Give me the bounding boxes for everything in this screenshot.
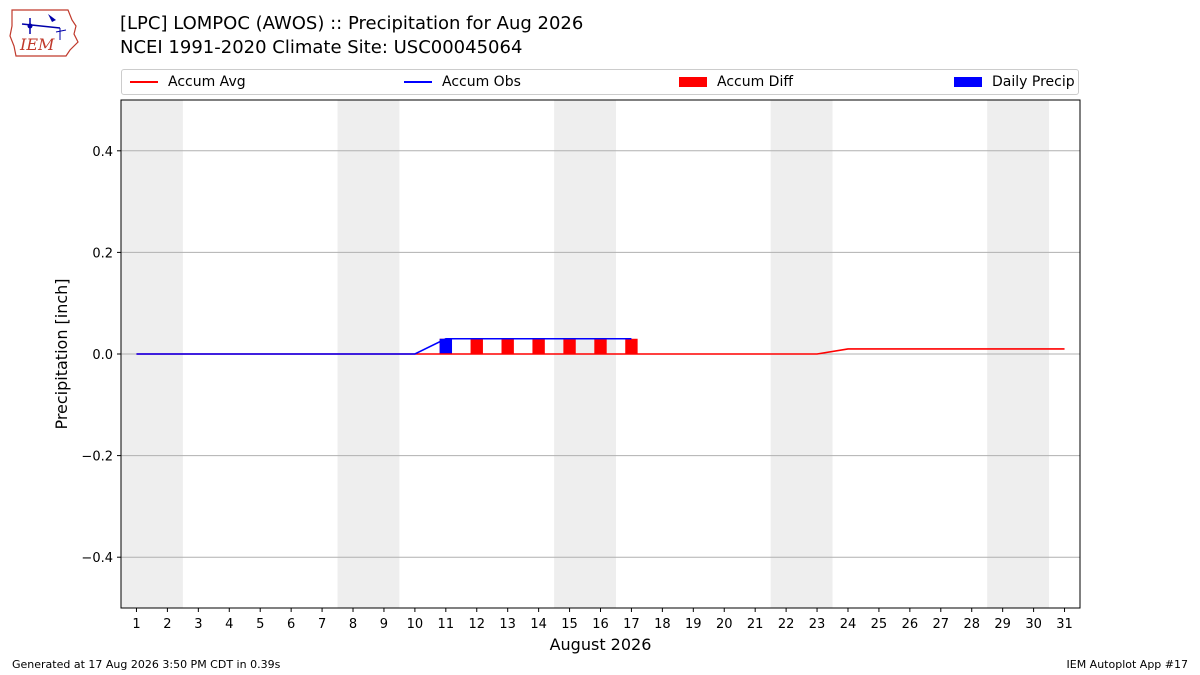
accum-diff-bar: [470, 338, 483, 354]
chart-subtitle: NCEI 1991-2020 Climate Site: USC00045064: [120, 37, 523, 58]
x-tick-label: 19: [685, 617, 702, 632]
y-axis-label: Precipitation [inch]: [52, 278, 71, 429]
x-tick-label: 3: [194, 617, 202, 632]
accum-diff-bar: [532, 338, 545, 354]
y-tick-label: −0.4: [81, 551, 113, 566]
x-tick-label: 17: [623, 617, 640, 632]
app-credit: IEM Autoplot App #17: [1066, 658, 1189, 671]
legend-swatch-accum-diff: [679, 77, 707, 87]
x-tick-label: 6: [287, 617, 295, 632]
chart-title-block: [LPC] LOMPOC (AWOS) :: Precipitation for…: [120, 12, 583, 60]
legend-swatch-daily-precip: [954, 77, 982, 87]
daily-precip-bar: [439, 338, 453, 354]
x-tick-label: 8: [349, 617, 357, 632]
x-tick-label: 27: [933, 617, 950, 632]
accum-obs-line: [136, 337, 632, 355]
x-tick-label: 13: [499, 617, 516, 632]
legend-swatch-accum-avg: [130, 81, 158, 83]
x-tick-label: 16: [592, 617, 609, 632]
x-tick-label: 20: [716, 617, 733, 632]
x-tick-label: 29: [994, 617, 1011, 632]
accum-diff-bar: [594, 338, 607, 354]
x-tick-label: 4: [225, 617, 233, 632]
accum-diff-bar: [501, 338, 514, 354]
y-tick-label: −0.2: [81, 450, 113, 465]
x-tick-label: 24: [840, 617, 857, 632]
x-tick-label: 18: [654, 617, 671, 632]
x-tick-label: 15: [561, 617, 578, 632]
x-tick-label: 5: [256, 617, 264, 632]
x-tick-label: 10: [407, 617, 424, 632]
y-tick-label: 0.2: [92, 246, 113, 261]
chart-legend: Accum Avg Accum Obs Accum Diff Daily Pre…: [121, 69, 1079, 95]
x-tick-label: 22: [778, 617, 795, 632]
x-tick-label: 21: [747, 617, 764, 632]
legend-label: Accum Avg: [168, 74, 246, 90]
y-tick-label: 0.4: [92, 145, 113, 160]
logo-text: IEM: [19, 35, 55, 54]
x-tick-label: 11: [438, 617, 455, 632]
x-tick-label: 25: [871, 617, 888, 632]
legend-label: Accum Diff: [717, 74, 794, 90]
x-tick-label: 9: [380, 617, 388, 632]
generated-timestamp: Generated at 17 Aug 2026 3:50 PM CDT in …: [12, 658, 281, 671]
x-tick-label: 7: [318, 617, 326, 632]
x-tick-label: 23: [809, 617, 826, 632]
legend-item-accum-diff: Accum Diff: [679, 70, 793, 94]
x-tick-label: 2: [163, 617, 171, 632]
x-tick-label: 12: [468, 617, 485, 632]
iem-logo: IEM: [8, 6, 80, 60]
x-axis-label: August 2026: [550, 635, 652, 654]
x-tick-label: 14: [530, 617, 547, 632]
x-tick-label: 31: [1056, 617, 1073, 632]
legend-item-daily-precip: Daily Precip: [954, 70, 1075, 94]
x-tick-label: 26: [902, 617, 919, 632]
x-tick-label: 1: [132, 617, 140, 632]
accum-diff-bar: [563, 338, 576, 354]
chart-title: [LPC] LOMPOC (AWOS) :: Precipitation for…: [120, 13, 584, 34]
x-tick-label: 28: [963, 617, 980, 632]
y-tick-label: 0.0: [92, 348, 113, 363]
legend-item-accum-obs: Accum Obs: [404, 70, 521, 94]
legend-swatch-accum-obs: [404, 81, 432, 83]
x-tick-label: 30: [1025, 617, 1042, 632]
legend-label: Accum Obs: [442, 74, 521, 90]
legend-label: Daily Precip: [992, 74, 1075, 90]
accum-diff-bar: [625, 338, 638, 354]
legend-item-accum-avg: Accum Avg: [130, 70, 246, 94]
